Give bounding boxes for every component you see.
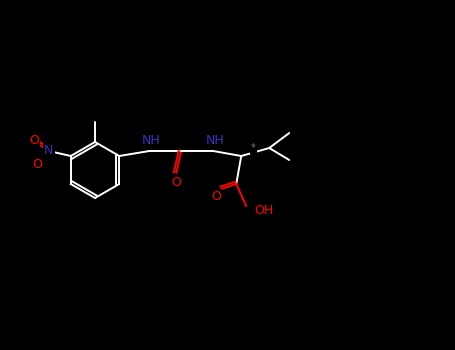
Text: O: O [211, 190, 221, 203]
Text: OH: OH [254, 204, 273, 217]
Text: NH: NH [206, 134, 225, 147]
Text: O: O [29, 134, 39, 147]
Text: N: N [44, 145, 53, 158]
Text: O: O [32, 158, 42, 170]
Text: *: * [251, 143, 256, 153]
Text: O: O [172, 176, 181, 189]
Text: NH: NH [142, 134, 161, 147]
